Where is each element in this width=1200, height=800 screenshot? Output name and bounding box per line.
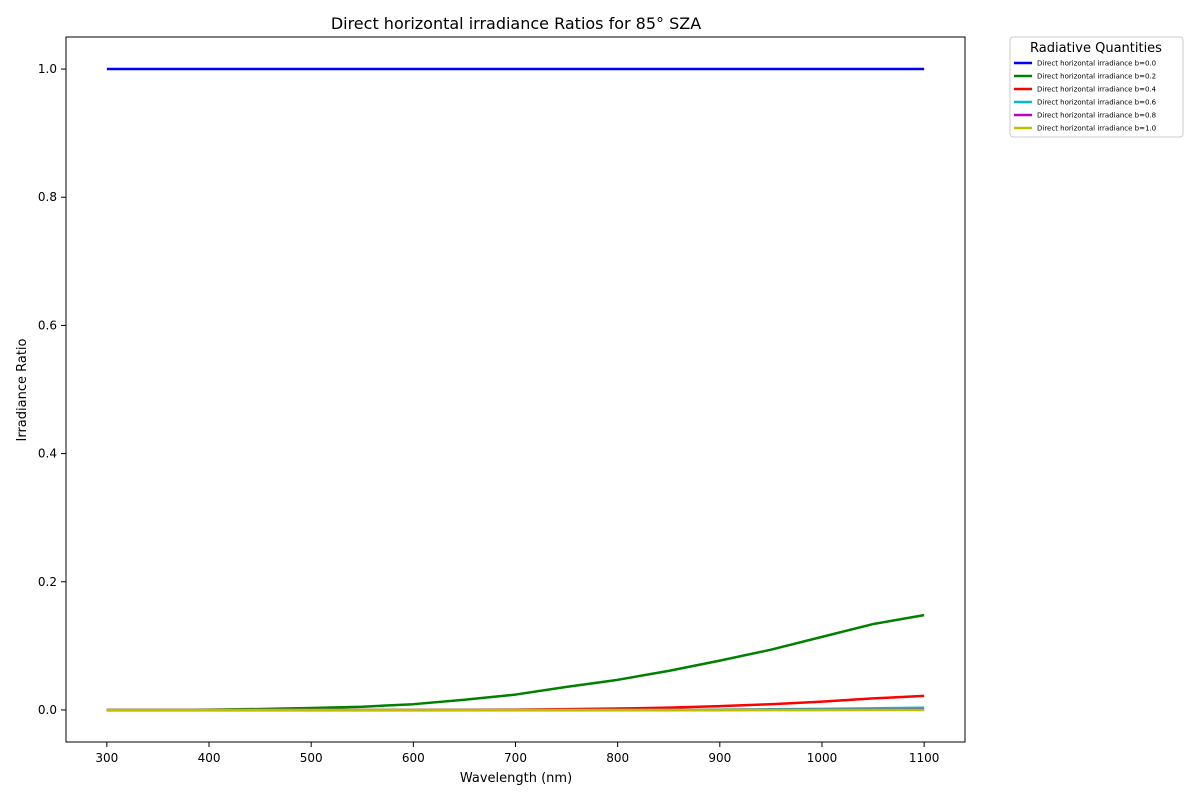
y-tick-label: 0.6 (38, 318, 57, 332)
chart-title: Direct horizontal irradiance Ratios for … (331, 14, 701, 33)
legend-label-2: Direct horizontal irradiance b=0.4 (1037, 86, 1157, 94)
y-tick-label: 0.4 (38, 447, 57, 461)
x-tick-label: 700 (504, 751, 527, 765)
legend-label-5: Direct horizontal irradiance b=1.0 (1037, 125, 1156, 133)
x-tick-label: 800 (606, 751, 629, 765)
y-tick-label: 0.8 (38, 190, 57, 204)
y-tick-label: 1.0 (38, 62, 57, 76)
y-tick-label: 0.0 (38, 703, 57, 717)
x-tick-label: 1000 (807, 751, 838, 765)
legend-label-3: Direct horizontal irradiance b=0.6 (1037, 99, 1157, 107)
x-tick-label: 600 (402, 751, 425, 765)
plot-series-group (106, 67, 925, 712)
y-tick-label: 0.2 (38, 575, 57, 589)
legend[interactable]: Radiative Quantities Direct horizontal i… (1009, 36, 1184, 138)
x-tick-label: 500 (300, 751, 323, 765)
legend-title: Radiative Quantities (1030, 41, 1162, 56)
x-tick-label: 300 (95, 751, 118, 765)
legend-box (1009, 36, 1184, 138)
x-tick-label: 400 (198, 751, 221, 765)
x-tick-label: 1100 (909, 751, 940, 765)
legend-label-4: Direct horizontal irradiance b=0.8 (1037, 112, 1156, 120)
x-tick-label: 900 (708, 751, 731, 765)
x-axis-ticks: 300 400 500 600 700 800 900 1000 1100 (95, 742, 939, 765)
y-axis-ticks: 0.0 0.2 0.4 0.6 0.8 1.0 (38, 62, 66, 717)
x-axis-label: Wavelength (nm) (460, 771, 572, 786)
legend-label-0: Direct horizontal irradiance b=0.0 (1037, 60, 1156, 68)
series-line-1 (106, 613, 925, 712)
plot-frame (65, 36, 966, 743)
legend-items: Direct horizontal irradiance b=0.0 Direct… (1014, 60, 1157, 133)
legend-label-1: Direct horizontal irradiance b=0.2 (1037, 73, 1156, 81)
y-axis-label: Irradiance Ratio (15, 338, 30, 441)
